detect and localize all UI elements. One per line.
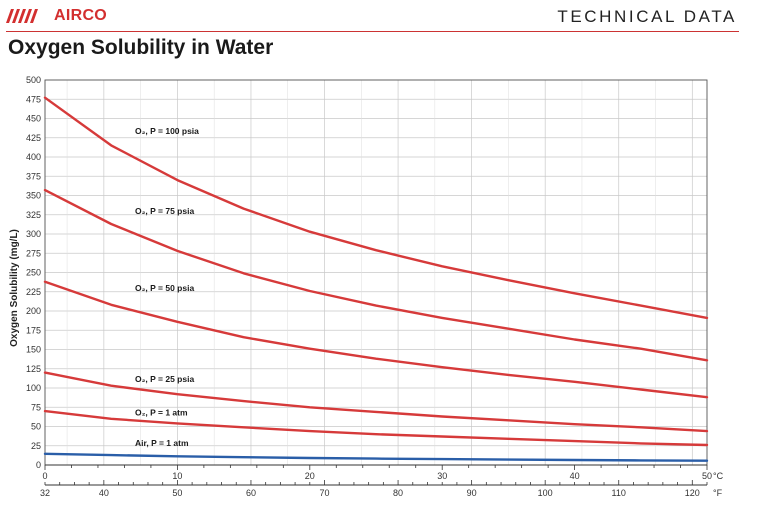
x-tick-label-f: 90	[467, 488, 477, 498]
x-tick-label-f: 32	[40, 488, 50, 498]
y-tick-label: 200	[26, 306, 41, 316]
y-tick-label: 0	[36, 460, 41, 470]
series-line-1	[43, 188, 709, 362]
series-line-3	[43, 371, 709, 433]
y-tick-label: 50	[31, 422, 41, 432]
curve-label-5: Air, P = 1 atm	[135, 438, 189, 448]
y-tick-label: 75	[31, 402, 41, 412]
fahrenheit-unit: °F	[713, 488, 723, 498]
curve-label-0: O₂, P = 100 psia	[135, 126, 199, 136]
y-tick-label: 325	[26, 210, 41, 220]
y-tick-label: 350	[26, 191, 41, 201]
brand-name: AIRCO	[54, 7, 108, 24]
celsius-unit: °C	[713, 471, 724, 481]
x-tick-label-c: 10	[172, 471, 182, 481]
x-tick-label-c: 30	[437, 471, 447, 481]
y-tick-label: 275	[26, 248, 41, 258]
y-tick-label: 125	[26, 364, 41, 374]
y-tick-label: 475	[26, 94, 41, 104]
chart-axes: 0255075100125150175200225250275300325350…	[26, 75, 724, 498]
x-tick-label-f: 100	[538, 488, 553, 498]
y-axis-label: Oxygen Solubility (mg/L)	[9, 229, 20, 347]
y-tick-label: 400	[26, 152, 41, 162]
section-heading: TECHNICAL DATA	[557, 7, 737, 26]
brand-logo-stripes	[6, 9, 38, 23]
y-tick-label: 450	[26, 114, 41, 124]
series-line-4	[43, 409, 709, 447]
y-tick-label: 375	[26, 171, 41, 181]
y-tick-label: 150	[26, 345, 41, 355]
curve-label-2: O₂, P = 50 psia	[135, 283, 194, 293]
x-tick-label-c: 50	[702, 471, 712, 481]
x-tick-label-f: 80	[393, 488, 403, 498]
x-tick-label-f: 70	[320, 488, 330, 498]
x-tick-label-f: 50	[172, 488, 182, 498]
chart-curves	[43, 96, 709, 462]
header-divider	[6, 31, 739, 32]
x-tick-label-f: 40	[99, 488, 109, 498]
y-tick-label: 500	[26, 75, 41, 85]
series-line-0	[43, 96, 709, 320]
y-tick-label: 250	[26, 268, 41, 278]
series-line-5	[43, 452, 709, 462]
x-tick-label-f: 60	[246, 488, 256, 498]
page-title: Oxygen Solubility in Water	[8, 36, 274, 59]
x-tick-label-f: 120	[685, 488, 700, 498]
y-tick-label: 175	[26, 325, 41, 335]
x-tick-label-c: 0	[42, 471, 47, 481]
y-tick-label: 100	[26, 383, 41, 393]
x-tick-label-f: 110	[612, 488, 626, 498]
chart-labels: O₂, P = 100 psia O₂, P = 75 psia O₂, P = 5…	[135, 126, 199, 448]
curve-label-1: O₂, P = 75 psia	[135, 206, 194, 216]
x-tick-label-c: 20	[305, 471, 315, 481]
curve-label-3: O₂, P = 25 psia	[135, 374, 194, 384]
y-tick-label: 25	[31, 441, 41, 451]
series-line-2	[43, 280, 709, 399]
y-tick-label: 425	[26, 133, 41, 143]
y-tick-label: 225	[26, 287, 41, 297]
curve-label-4: O₂, P = 1 atm	[135, 408, 188, 418]
x-tick-label-c: 40	[570, 471, 580, 481]
y-tick-label: 300	[26, 229, 41, 239]
